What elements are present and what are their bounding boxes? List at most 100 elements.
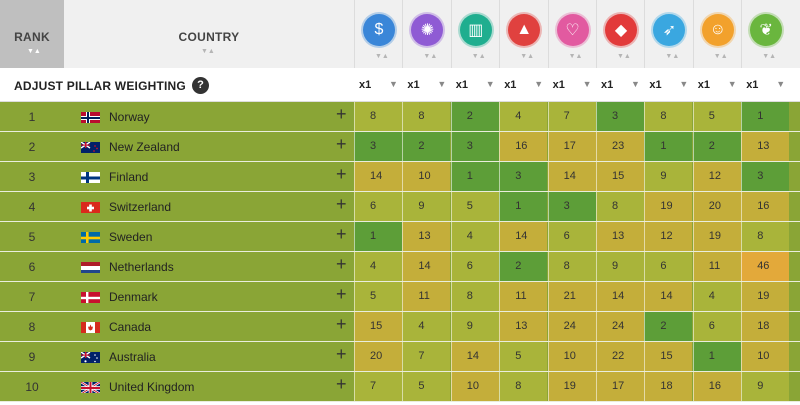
country-name[interactable]: Norway <box>109 110 150 124</box>
weight-select[interactable]: x1 ▼ <box>354 68 402 102</box>
sort-icon[interactable]: ▼▲ <box>27 48 41 55</box>
country-name[interactable]: New Zealand <box>109 140 180 154</box>
leaf-icon[interactable]: ❦ <box>750 14 783 46</box>
canada-flag-icon <box>81 321 100 333</box>
sort-icon[interactable]: ▼▲ <box>713 53 728 60</box>
sort-icon[interactable]: ▼▲ <box>520 53 535 60</box>
pillar-rank-value: 19 <box>708 230 722 242</box>
caret-down-icon[interactable]: ▼ <box>437 79 447 89</box>
expand-plus-icon[interactable]: + <box>336 134 347 154</box>
people-group-icon[interactable]: ☺ <box>701 14 734 46</box>
pillar-column-header[interactable]: ▥ ▼▲ <box>450 0 499 68</box>
pillar-rank-cell: 11 <box>692 252 741 281</box>
pillar-rank-value: 5 <box>466 200 473 212</box>
pillar-rank-cell: 10 <box>547 342 596 371</box>
pillar-rank-value: 23 <box>612 140 625 152</box>
country-name[interactable]: United Kingdom <box>109 380 195 394</box>
caret-down-icon[interactable]: ▼ <box>534 79 544 89</box>
pillar-column-header[interactable]: ▲ ▼▲ <box>499 0 547 68</box>
caret-down-icon[interactable]: ▼ <box>679 79 689 89</box>
runner-icon[interactable]: ➶ <box>653 14 686 46</box>
pillar-rank-value: 19 <box>757 290 770 302</box>
rank-value: 7 <box>28 290 36 304</box>
expand-plus-icon[interactable]: + <box>336 224 347 244</box>
pillar-column-header[interactable]: ➶ ▼▲ <box>644 0 692 68</box>
table-row[interactable]: 8 Canada +15 4 9 13 24 24 2 6 18 <box>0 312 800 342</box>
weight-select[interactable]: x1 ▼ <box>548 68 596 102</box>
sort-icon[interactable]: ▼▲ <box>423 53 438 60</box>
table-row[interactable]: 9 Australia +20 7 14 5 10 22 15 1 10 <box>0 342 800 372</box>
table-row[interactable]: 2 New Zealand +3 2 3 16 17 23 1 2 13 <box>0 132 800 162</box>
graduation-cap-icon[interactable]: ▲ <box>508 14 541 46</box>
pillar-column-header[interactable]: ♡ ▼▲ <box>547 0 596 68</box>
country-name[interactable]: Canada <box>109 320 152 334</box>
sort-icon[interactable]: ▼▲ <box>665 53 680 60</box>
country-name[interactable]: Denmark <box>109 290 158 304</box>
rank-header-label: RANK <box>14 30 50 44</box>
country-name[interactable]: Finland <box>109 170 149 184</box>
money-bag-icon[interactable]: $ <box>363 14 395 46</box>
expand-plus-icon[interactable]: + <box>336 194 347 214</box>
pillar-rank-cell: 6 <box>547 222 596 251</box>
pillar-column-header[interactable]: ✺ ▼▲ <box>402 0 450 68</box>
sort-icon[interactable]: ▼▲ <box>568 53 583 60</box>
expand-plus-icon[interactable]: + <box>336 344 347 364</box>
heart-pulse-icon[interactable]: ♡ <box>556 14 589 46</box>
sort-icon[interactable]: ▼▲ <box>762 53 777 60</box>
pillar-column-header[interactable]: ☺ ▼▲ <box>692 0 741 68</box>
table-row[interactable]: 1 Norway +8 8 2 4 7 3 8 5 1 <box>0 102 800 132</box>
lightbulb-icon[interactable]: ✺ <box>411 14 444 46</box>
pillar-rank-cell: 8 <box>354 102 402 131</box>
pillar-column-header[interactable]: ◆ ▼▲ <box>596 0 644 68</box>
weight-select[interactable]: x1 ▼ <box>644 68 692 102</box>
country-column-header[interactable]: COUNTRY ▼▲ <box>64 0 354 68</box>
country-name[interactable]: Sweden <box>109 230 153 244</box>
caret-down-icon[interactable]: ▼ <box>582 79 592 89</box>
pillar-rank-cell: 19 <box>644 192 693 221</box>
weight-select[interactable]: x1 ▼ <box>499 68 547 102</box>
country-name[interactable]: Netherlands <box>109 260 174 274</box>
weight-select[interactable]: x1 ▼ <box>596 68 644 102</box>
table-row[interactable]: 7 Denmark +5 11 8 11 21 14 14 4 19 <box>0 282 800 312</box>
expand-plus-icon[interactable]: + <box>336 314 347 334</box>
shield-icon[interactable]: ◆ <box>605 14 637 46</box>
pillar-column-header[interactable]: ❦ ▼▲ <box>741 0 789 68</box>
weight-select[interactable]: x1 ▼ <box>451 68 499 102</box>
sort-icon[interactable]: ▼▲ <box>471 53 486 60</box>
pillar-rank-value: 3 <box>612 110 619 122</box>
country-name[interactable]: Australia <box>109 350 156 364</box>
help-icon[interactable]: ? <box>192 77 209 94</box>
pillar-rank-value: 1 <box>708 350 715 362</box>
table-row[interactable]: 4 Switzerland +6 9 5 1 3 8 19 20 16 <box>0 192 800 222</box>
table-row[interactable]: 10 United Kingdom +7 5 10 8 19 17 18 16 9 <box>0 372 800 402</box>
sort-icon[interactable]: ▼▲ <box>617 53 631 60</box>
caret-down-icon[interactable]: ▼ <box>389 79 398 89</box>
caret-down-icon[interactable]: ▼ <box>631 79 640 89</box>
government-building-icon[interactable]: ▥ <box>459 14 492 46</box>
table-row[interactable]: 6 Netherlands +4 14 6 2 8 9 6 11 46 <box>0 252 800 282</box>
sort-icon[interactable]: ▼▲ <box>201 48 215 55</box>
pillar-rank-value: 16 <box>708 380 722 392</box>
weight-select[interactable]: x1 ▼ <box>402 68 450 102</box>
caret-down-icon[interactable]: ▼ <box>485 79 495 89</box>
rank-column-header[interactable]: RANK ▼▲ <box>0 0 64 68</box>
pillar-rank-cell: 3 <box>450 132 499 161</box>
pillar-column-header[interactable]: $ ▼▲ <box>354 0 402 68</box>
pillar-rank-cell: 6 <box>692 312 741 341</box>
pillar-rank-value: 20 <box>708 200 722 212</box>
expand-plus-icon[interactable]: + <box>336 164 347 184</box>
expand-plus-icon[interactable]: + <box>336 104 347 124</box>
expand-plus-icon[interactable]: + <box>336 254 347 274</box>
caret-down-icon[interactable]: ▼ <box>776 79 786 89</box>
expand-plus-icon[interactable]: + <box>336 374 347 394</box>
pillar-rank-value: 9 <box>418 200 425 212</box>
country-name[interactable]: Switzerland <box>109 200 172 214</box>
caret-down-icon[interactable]: ▼ <box>727 79 737 89</box>
expand-plus-icon[interactable]: + <box>336 284 347 304</box>
sort-icon[interactable]: ▼▲ <box>375 53 389 60</box>
weight-select[interactable]: x1 ▼ <box>693 68 741 102</box>
table-row[interactable]: 5 Sweden +1 13 4 14 6 13 12 19 8 <box>0 222 800 252</box>
weight-select[interactable]: x1 ▼ <box>741 68 789 102</box>
pillar-rank-value: 8 <box>660 110 667 122</box>
table-row[interactable]: 3 Finland +14 10 1 3 14 15 9 12 3 <box>0 162 800 192</box>
